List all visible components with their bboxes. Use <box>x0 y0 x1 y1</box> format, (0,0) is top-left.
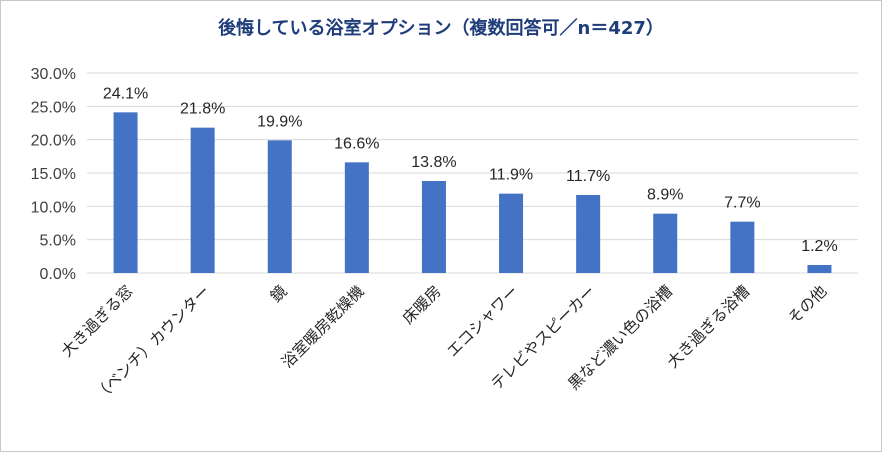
bar <box>267 140 292 273</box>
x-category-label: 大き過ぎる窓 <box>58 282 136 360</box>
bar <box>499 193 524 273</box>
y-tick-label: 0.0% <box>40 266 76 283</box>
bar <box>653 213 678 273</box>
x-category-label: その他 <box>785 282 831 328</box>
x-category-label: 床暖房 <box>399 282 445 328</box>
bar <box>113 112 138 273</box>
x-category-label: 浴室暖房乾燥機 <box>278 282 367 371</box>
data-label: 24.1% <box>103 85 148 102</box>
x-category-label: エコシャワー <box>443 282 521 360</box>
y-tick-label: 20.0% <box>31 133 76 150</box>
y-tick-label: 25.0% <box>31 99 76 116</box>
data-label: 11.9% <box>489 167 533 184</box>
data-label: 7.7% <box>724 195 760 212</box>
bar <box>807 265 832 273</box>
gridlines <box>87 72 858 274</box>
bar <box>190 127 215 274</box>
chart-title: 後悔している浴室オプション（複数回答可／n＝427） <box>218 18 664 39</box>
bar <box>344 162 369 273</box>
data-label: 19.9% <box>257 113 302 130</box>
data-label: 11.7% <box>566 168 610 185</box>
data-label: 13.8% <box>411 154 456 171</box>
data-labels: 24.1% 21.8% 19.9% 16.6% 13.8% 11.9% 11.7% 8.9% 7… <box>103 85 838 255</box>
y-tick-label: 10.0% <box>31 199 76 216</box>
y-tick-label: 30.0% <box>31 66 76 83</box>
bar <box>421 181 446 273</box>
data-label: 16.6% <box>334 135 379 152</box>
y-tick-label: 15.0% <box>31 166 76 183</box>
data-label: 1.2% <box>801 238 837 255</box>
bar <box>576 195 601 273</box>
x-category-label: 鏡 <box>266 281 290 305</box>
y-axis-tick-labels: 0.0% 5.0% 10.0% 15.0% 20.0% 25.0% 30.0% <box>31 66 76 283</box>
bars <box>113 112 832 274</box>
y-tick-label: 5.0% <box>40 233 76 250</box>
bar <box>730 221 755 273</box>
x-category-label: 大き過ぎる浴槽 <box>664 282 753 371</box>
data-label: 21.8% <box>180 101 225 118</box>
data-label: 8.9% <box>647 187 683 204</box>
